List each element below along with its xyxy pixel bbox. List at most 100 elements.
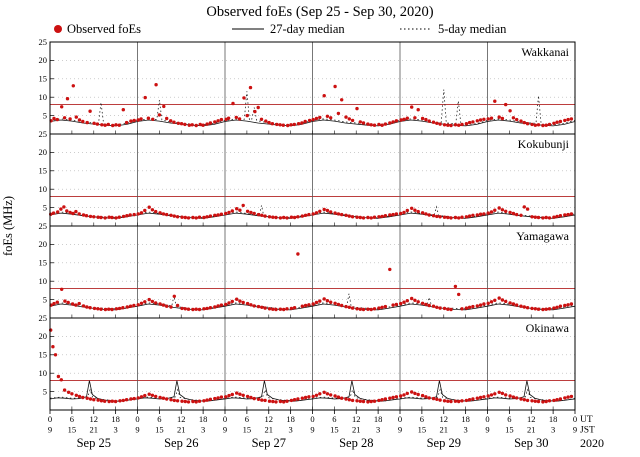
observed-dot: [511, 211, 516, 216]
observed-dot: [311, 212, 315, 216]
observed-dot: [388, 396, 392, 400]
observed-dot: [394, 212, 399, 216]
observed-dot: [303, 303, 308, 308]
observed-dot: [410, 390, 414, 394]
observed-dot: [322, 94, 326, 98]
observed-dot: [235, 391, 239, 395]
jst-tick-label: 15: [155, 425, 164, 435]
observed-dot: [103, 307, 108, 312]
y-tick-label: 25: [39, 313, 48, 323]
year-label: 2020: [580, 436, 604, 450]
observed-dot: [249, 210, 253, 215]
observed-dot: [183, 307, 187, 311]
observed-dots: [49, 83, 574, 128]
observed-dot: [227, 393, 231, 398]
observed-dot: [427, 303, 431, 308]
jst-tick-label: 9: [485, 425, 489, 435]
observed-dot: [453, 123, 458, 127]
y-tick-label: 20: [39, 239, 48, 249]
y-tick-label: 20: [39, 331, 48, 341]
observed-dot: [522, 120, 526, 125]
observed-dot: [416, 108, 420, 112]
observed-dot: [62, 388, 67, 392]
observed-dot: [369, 123, 373, 127]
jst-tick-label: 3: [464, 425, 468, 435]
observed-dot: [169, 305, 173, 309]
observed-dot: [70, 302, 75, 306]
legend-observed-dot-icon: [54, 25, 62, 33]
observed-dot: [267, 120, 271, 125]
observed-dot: [431, 396, 436, 401]
observed-dot: [552, 306, 556, 310]
observed-dot: [139, 301, 144, 305]
jst-tick-label: 21: [527, 425, 536, 435]
ut-tick-label: 6: [70, 414, 74, 424]
observed-dot: [263, 306, 267, 310]
panel-wakkanai: 5 10 15 20 25 Wakkanai: [39, 37, 576, 135]
observed-dot: [377, 122, 381, 127]
observed-dot: [497, 206, 501, 210]
observed-dot: [416, 209, 420, 214]
observed-dot: [536, 215, 541, 220]
observed-dot: [147, 297, 151, 302]
observed-dot: [66, 390, 71, 394]
observed-dot: [202, 215, 206, 220]
observed-dot: [253, 109, 257, 114]
observed-dot: [85, 396, 89, 400]
jst-tick-label: 21: [440, 425, 449, 435]
observed-dot: [216, 396, 220, 400]
observed-dot: [336, 212, 341, 216]
observed-dot: [161, 396, 166, 400]
jst-tick-label: 3: [376, 425, 380, 435]
observed-dot: [383, 304, 388, 309]
observed-dot: [286, 123, 290, 128]
observed-dot: [107, 399, 111, 404]
observed-dot: [350, 215, 355, 219]
station-label: Wakkanai: [521, 45, 569, 59]
observed-dot: [103, 123, 107, 127]
observed-dot: [325, 208, 330, 213]
observed-dot: [169, 213, 173, 217]
observed-dot: [536, 399, 541, 404]
jst-tick-label: 21: [177, 425, 186, 435]
observed-dot: [237, 117, 242, 121]
observed-dot: [329, 116, 333, 120]
observed-dot: [519, 119, 523, 123]
observed-dot: [497, 115, 501, 119]
observed-dot: [449, 307, 453, 312]
observed-dot: [377, 306, 381, 310]
observed-dot: [569, 212, 574, 216]
observed-dot: [424, 212, 428, 216]
observed-dot: [201, 123, 205, 127]
observed-dot: [366, 215, 370, 220]
observed-dot: [285, 399, 289, 403]
observed-dot: [113, 399, 118, 404]
observed-dot: [205, 306, 209, 311]
observed-dot: [263, 398, 267, 403]
ut-unit-label: UT: [580, 415, 593, 425]
ut-tick-label: 6: [245, 414, 249, 424]
observed-dot: [186, 307, 191, 311]
observed-dot: [132, 212, 136, 217]
observed-dot: [154, 301, 158, 305]
ut-tick-label: 0: [310, 414, 314, 424]
observed-dot: [464, 215, 469, 219]
observed-dot: [555, 120, 559, 124]
observed-dot: [410, 206, 414, 210]
observed-dot: [270, 122, 275, 126]
station-label: Yamagawa: [516, 229, 569, 243]
observed-dot: [307, 395, 311, 399]
observed-dot: [154, 209, 158, 214]
observed-dot: [413, 116, 417, 120]
day-label: Sep 28: [339, 436, 373, 450]
observed-dot: [508, 210, 512, 215]
observed-dot: [563, 213, 567, 217]
observed-dot: [486, 301, 490, 305]
observed-dot: [205, 398, 209, 402]
observed-dot: [172, 120, 176, 124]
observed-dot: [165, 212, 169, 217]
panels-area: 5 10 15 20 25 Wakkanai 5 10 15 20 25 Kokubunji 5 10 15…: [39, 37, 576, 411]
observed-dot: [435, 397, 439, 401]
observed-dot: [198, 122, 202, 127]
observed-dot: [267, 307, 272, 311]
